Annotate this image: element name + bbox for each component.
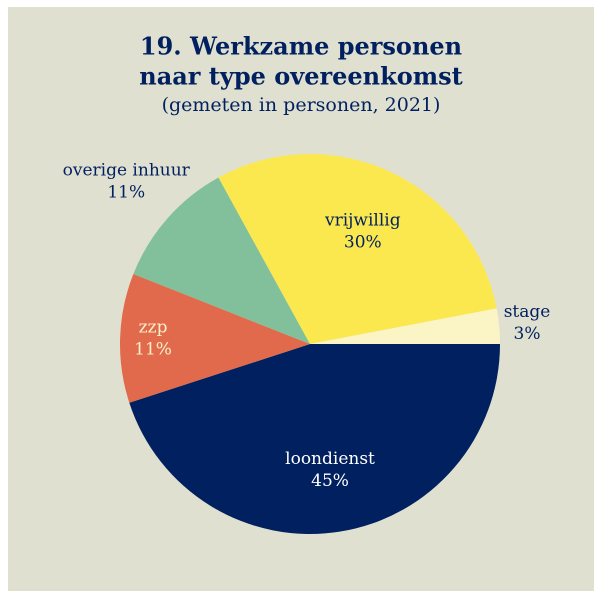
pie-slice [120,274,310,403]
slice-label: overige inhuur [63,160,191,180]
chart-title: 19. Werkzame personen [140,32,462,61]
slice-label: stage [504,302,551,322]
slice-label: zzp [139,318,168,338]
slice-value-label: 3% [514,324,541,344]
slice-value-label: 45% [311,471,349,491]
slice-value-label: 11% [107,182,145,202]
pie-slice [310,308,500,344]
chart-title: naar type overeenkomst [139,62,462,91]
slice-label: vrijwillig [324,210,401,230]
chart-subtitle: (gemeten in personen, 2021) [162,94,441,116]
pie-slice [129,344,500,535]
slice-value-label: 30% [344,232,382,252]
slice-label: loondienst [285,449,375,469]
pie-slice [133,177,310,344]
slice-value-label: 11% [134,340,172,360]
pie-slice [218,154,497,344]
